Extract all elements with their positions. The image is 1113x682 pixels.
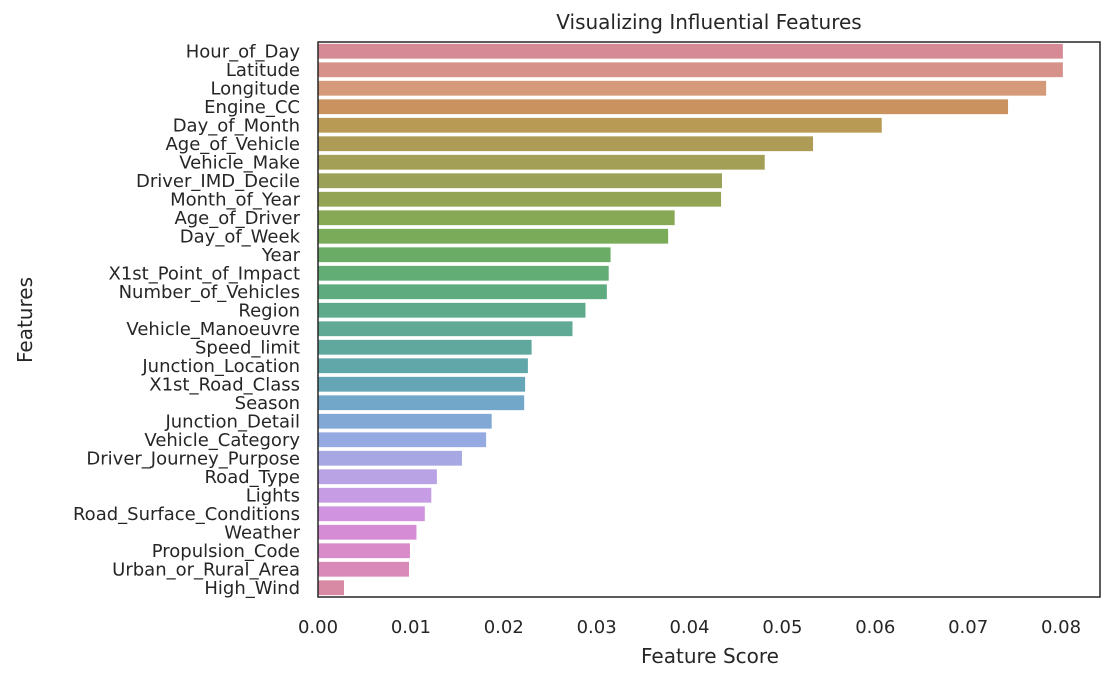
y-axis-label: Features [13, 277, 37, 363]
y-tick-label: Vehicle_Category [144, 430, 300, 451]
bar-latitude [318, 62, 1063, 78]
bar-month-of-year [318, 191, 722, 207]
bar-season [318, 395, 525, 411]
x-tick-label: 0.04 [669, 617, 709, 638]
bar-driver-journey-purpose [318, 450, 462, 466]
y-tick-label: Age_of_Vehicle [165, 134, 300, 155]
y-tick-label: Vehicle_Make [179, 152, 300, 173]
bar-engine-cc [318, 99, 1009, 115]
bar-road-surface-conditions [318, 506, 425, 522]
bar-junction-detail [318, 413, 492, 429]
x-tick-label: 0.00 [298, 617, 338, 638]
y-tick-label: Urban_or_Rural_Area [112, 559, 300, 580]
y-tick-label: Day_of_Month [173, 115, 300, 136]
bar-junction-location [318, 358, 528, 374]
y-tick-label: Hour_of_Day [186, 41, 301, 62]
y-tick-label: Junction_Detail [164, 411, 300, 432]
bar-vehicle-manoeuvre [318, 321, 573, 337]
bars-layer [318, 43, 1063, 596]
y-tick-label: Road_Type [204, 467, 300, 488]
chart-title: Visualizing Influential Features [556, 10, 861, 34]
y-tick-label: Speed_limit [195, 337, 300, 358]
bar-hour-of-day [318, 43, 1063, 59]
y-tick-label: Longitude [210, 78, 300, 99]
y-tick-label: Engine_CC [204, 97, 300, 118]
y-tick-label: Year [261, 245, 301, 266]
x-tick-label: 0.07 [948, 617, 988, 638]
x-tick-label: 0.03 [577, 617, 617, 638]
bar-propulsion-code [318, 543, 410, 559]
bar-high-wind [318, 580, 345, 596]
y-tick-label: High_Wind [204, 578, 300, 599]
x-tick-label: 0.02 [484, 617, 524, 638]
bar-day-of-month [318, 117, 882, 133]
y-tick-label: Weather [224, 522, 300, 543]
bar-day-of-week [318, 228, 669, 244]
bar-age-of-vehicle [318, 136, 814, 152]
x-tick-label: 0.06 [855, 617, 895, 638]
x-tick-labels: 0.00 0.01 0.02 0.03 0.04 0.05 0.06 0.07 0.08 [298, 617, 1081, 638]
y-tick-label: Latitude [226, 60, 300, 81]
bar-urban-or-rural-area [318, 561, 410, 577]
bar-speed-limit [318, 339, 532, 355]
y-tick-labels: Hour_of_DayLatitudeLongitudeEngine_CCDay… [73, 41, 301, 599]
y-tick-label: Road_Surface_Conditions [73, 504, 300, 525]
y-tick-label: Lights [246, 485, 300, 506]
y-tick-label: Season [235, 393, 300, 414]
y-tick-label: Driver_Journey_Purpose [86, 448, 300, 469]
x-tick-label: 0.08 [1041, 617, 1081, 638]
bar-age-of-driver [318, 210, 675, 226]
bar-road-type [318, 469, 437, 485]
y-tick-label: Day_of_Week [180, 226, 301, 247]
bar-driver-imd-decile [318, 173, 723, 189]
y-tick-label: Driver_IMD_Decile [136, 171, 300, 192]
y-tick-label: Age_of_Driver [174, 208, 300, 229]
x-axis-label: Feature Score [641, 644, 779, 668]
y-tick-label: Region [238, 300, 300, 321]
y-tick-label: X1st_Road_Class [149, 374, 300, 395]
bar-longitude [318, 80, 1047, 96]
x-tick-label: 0.01 [391, 617, 431, 638]
y-tick-label: Propulsion_Code [152, 541, 300, 562]
y-tick-label: Month_of_Year [170, 189, 300, 210]
bar-x1st-road-class [318, 376, 526, 392]
x-tick-label: 0.05 [762, 617, 802, 638]
bar-weather [318, 524, 417, 540]
y-tick-label: Junction_Location [141, 356, 300, 377]
y-tick-label: X1st_Point_of_Impact [108, 263, 300, 284]
y-tick-label: Vehicle_Manoeuvre [126, 319, 300, 340]
bar-vehicle-make [318, 154, 765, 170]
bar-x1st-point-of-impact [318, 265, 609, 281]
bar-year [318, 247, 611, 263]
bar-region [318, 302, 586, 318]
bar-vehicle-category [318, 432, 487, 448]
plot-frame [317, 41, 1101, 598]
bar-number-of-vehicles [318, 284, 607, 300]
bar-lights [318, 487, 432, 503]
y-tick-label: Number_of_Vehicles [119, 282, 300, 303]
